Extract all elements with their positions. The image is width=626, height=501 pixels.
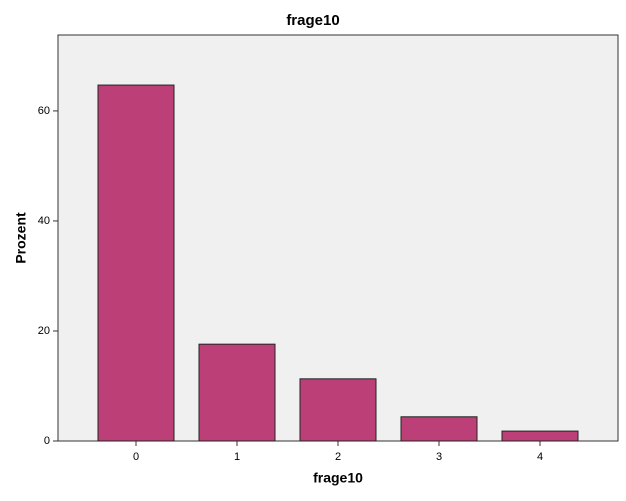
chart-title: frage10 <box>286 12 339 29</box>
y-axis-title: Prozent <box>13 212 29 264</box>
y-tick-label: 0 <box>44 435 50 447</box>
x-axis-title: frage10 <box>313 470 363 486</box>
bar <box>299 378 377 442</box>
x-tick-label: 2 <box>335 451 341 463</box>
x-tick-label: 1 <box>234 451 240 463</box>
bar <box>97 84 175 442</box>
x-tick-label: 4 <box>537 451 543 463</box>
x-tick-label: 0 <box>133 451 139 463</box>
y-tick-label: 20 <box>38 325 50 337</box>
y-tick-label: 60 <box>38 105 50 117</box>
y-tick-label: 40 <box>38 215 50 227</box>
x-tick-label: 3 <box>436 451 442 463</box>
bar <box>501 430 579 442</box>
bar <box>198 343 276 442</box>
bar <box>400 416 478 442</box>
